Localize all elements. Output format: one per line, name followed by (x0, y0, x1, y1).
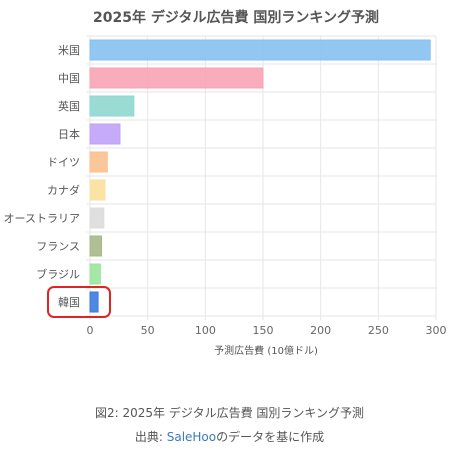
tick-labels: 0 50 100 150 200 250 300 (87, 324, 447, 337)
category-label: ブラジル (36, 267, 80, 281)
bar-9 (89, 263, 101, 285)
category-label: 韓国 (58, 296, 80, 309)
bar-chart: 2025年 デジタル広告費 国別ランキング予測 米国中国英国日本ドイツカナダオー… (4, 9, 447, 357)
x-tick-label: 200 (310, 324, 331, 337)
source-prefix: 出典: (134, 430, 167, 444)
category-label: 英国 (58, 99, 80, 113)
bar-8 (89, 235, 103, 257)
source-link[interactable]: SaleHoo (166, 430, 217, 444)
x-tick-label: 300 (426, 324, 447, 337)
bar-7 (89, 207, 105, 229)
bar-6 (89, 179, 106, 201)
grid-lines (86, 35, 437, 320)
source-suffix: のデータを基に作成 (216, 430, 325, 444)
highlight-box (47, 286, 111, 318)
category-label: 中国 (58, 72, 80, 85)
category-label: ドイツ (47, 156, 80, 169)
x-tick-label: 250 (368, 324, 389, 337)
x-tick-label: 100 (195, 324, 216, 337)
category-label: カナダ (47, 183, 80, 197)
bar-5 (89, 151, 108, 173)
bar-2 (89, 67, 264, 89)
chart-title: 2025年 デジタル広告費 国別ランキング予測 (93, 9, 379, 26)
category-label: 日本 (58, 127, 80, 141)
bars (47, 39, 431, 318)
x-axis-label: 予測広告費 (10億ドル) (214, 344, 318, 357)
category-label: 米国 (58, 44, 80, 57)
bar-10 (89, 291, 99, 313)
x-tick-label: 50 (141, 324, 155, 337)
category-label: オーストラリア (4, 212, 80, 225)
figure-caption: 図2: 2025年 デジタル広告費 国別ランキング予測 (94, 406, 365, 420)
figure-source: 出典: SaleHooのデータを基に作成 (0, 428, 459, 445)
bar-3 (89, 95, 135, 117)
x-tick-label: 0 (87, 324, 94, 337)
bar-1 (89, 39, 431, 61)
x-tick-label: 150 (253, 324, 274, 337)
bar-4 (89, 123, 121, 145)
category-label: フランス (36, 240, 80, 253)
